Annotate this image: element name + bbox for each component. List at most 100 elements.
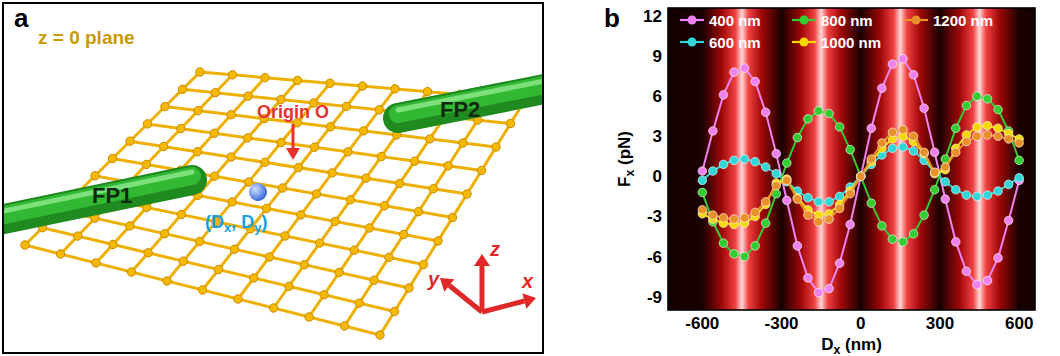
data-point [856, 172, 865, 181]
legend-label: 400 nm [709, 12, 761, 29]
plot-background [668, 8, 1035, 310]
origin-arrow-head [286, 148, 300, 160]
data-point [719, 91, 728, 100]
grid-node [261, 73, 269, 81]
grid-node [227, 110, 235, 118]
x-axis-title-part: (nm) [840, 335, 882, 354]
data-point [983, 95, 992, 104]
grid-node [143, 120, 151, 128]
data-point [973, 92, 982, 101]
legend-marker [688, 38, 697, 47]
grid-node [390, 307, 398, 315]
grid-node [144, 249, 152, 257]
data-point [761, 219, 770, 228]
grid-node [210, 172, 218, 180]
grid-node [463, 190, 471, 198]
grid-node [178, 85, 186, 93]
data-point [962, 267, 971, 276]
y-tick-label: -6 [647, 248, 662, 267]
grid-node [419, 260, 427, 268]
data-point [804, 274, 813, 283]
axis-arrow-z [480, 266, 485, 312]
data-point [1004, 180, 1013, 189]
data-point [994, 124, 1003, 133]
grid-node [198, 286, 206, 294]
grid-node [414, 207, 422, 215]
grid-node [346, 196, 354, 204]
data-point [719, 160, 728, 169]
y-axis-title: Fx (pN) [615, 131, 637, 187]
axis-arrow-x [482, 301, 524, 312]
grid-node [228, 71, 236, 79]
grid-node [210, 129, 218, 137]
grid-node [127, 268, 135, 276]
grid-node [365, 224, 373, 232]
data-point [878, 139, 887, 148]
x-tick-label: -600 [685, 314, 719, 333]
data-point [973, 192, 982, 201]
data-point [835, 259, 844, 268]
data-point [846, 220, 855, 229]
data-point [709, 211, 718, 220]
data-point [983, 191, 992, 200]
series-line [702, 147, 1019, 202]
x-tick-label: 600 [1005, 314, 1033, 333]
point-label: (Dx, Dy) [205, 212, 267, 235]
grid-node [244, 178, 252, 186]
grid-node [358, 82, 366, 90]
data-point [814, 107, 823, 116]
grid-node [177, 124, 185, 132]
legend-marker [800, 38, 809, 47]
data-point [740, 155, 749, 164]
grid-node [370, 276, 378, 284]
data-point [867, 155, 876, 164]
grid-node [56, 250, 64, 258]
series-line [702, 130, 1019, 222]
grid-node [277, 138, 285, 146]
x-tick [1018, 304, 1020, 310]
grid-node [391, 85, 399, 93]
grid-node [214, 265, 222, 273]
grid-node [92, 259, 100, 267]
data-point [846, 145, 855, 154]
data-point [730, 215, 739, 224]
grid-node [91, 172, 99, 180]
point-label-part: (D [205, 212, 224, 232]
grid-node [355, 299, 363, 307]
grid-node [344, 148, 352, 156]
grid-node [211, 89, 219, 97]
data-point [814, 197, 823, 206]
grid-node [74, 232, 82, 240]
grid-node [385, 253, 393, 261]
grid-node [194, 106, 202, 114]
grid-rod [43, 228, 395, 312]
data-point [920, 148, 929, 157]
data-point [772, 181, 781, 190]
legend: 400 nm600 nm800 nm1000 nm1200 nm [680, 12, 993, 51]
data-point [899, 238, 908, 247]
data-point [962, 137, 971, 146]
particle [249, 183, 267, 201]
point-label-part: ) [261, 212, 267, 232]
data-point [962, 191, 971, 200]
grid-node [310, 143, 318, 151]
x-tick-label: 0 [856, 314, 865, 333]
data-point [888, 144, 897, 153]
origin-arrow [292, 124, 295, 150]
y-tick-label: 12 [643, 7, 662, 26]
grid-node [335, 268, 343, 276]
y-tick [668, 216, 674, 218]
data-point [709, 127, 718, 136]
grid-node [320, 291, 328, 299]
axis-arrow-y-head [440, 278, 454, 292]
fiber-label: FP2 [440, 97, 480, 122]
grid-node [316, 239, 324, 247]
data-point [814, 218, 823, 227]
legend-label: 1000 nm [821, 34, 881, 51]
plane-label: z = 0 plane [38, 27, 135, 48]
y-tick [668, 296, 674, 298]
data-point [909, 71, 918, 80]
fiber-highlight [4, 172, 192, 216]
data-point [846, 189, 855, 198]
data-point [783, 196, 792, 205]
